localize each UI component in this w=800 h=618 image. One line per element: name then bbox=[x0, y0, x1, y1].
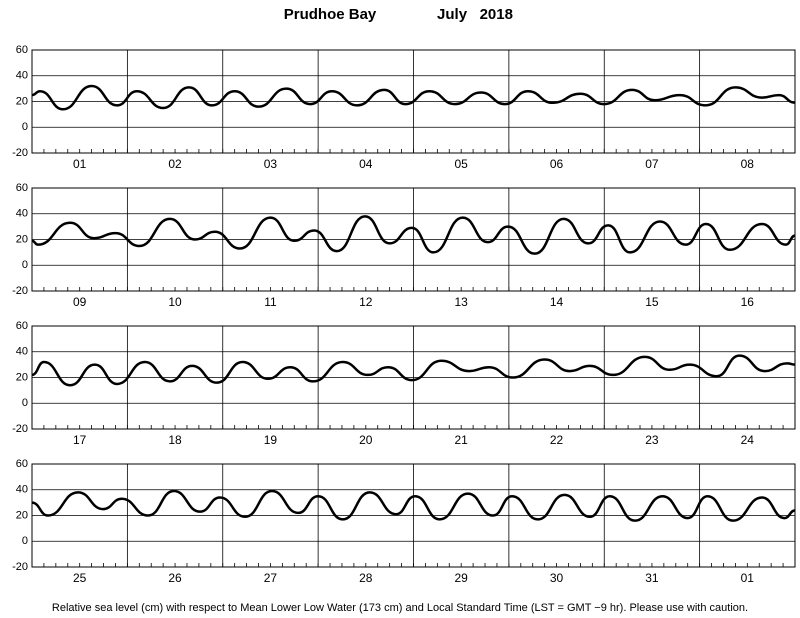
x-tick-label: 28 bbox=[359, 571, 373, 585]
x-tick-label: 25 bbox=[73, 571, 87, 585]
plot-frame bbox=[31, 463, 796, 568]
plot-frame bbox=[31, 187, 796, 292]
y-tick-label: 40 bbox=[16, 484, 28, 496]
y-tick-label: 0 bbox=[22, 259, 28, 271]
chart-title: Prudhoe Bay bbox=[284, 6, 377, 23]
x-tick-label: 02 bbox=[168, 157, 182, 171]
chart-date: July 2018 bbox=[437, 6, 513, 23]
y-tick-label: 40 bbox=[16, 346, 28, 358]
tide-curve bbox=[31, 354, 796, 387]
x-tick-label: 30 bbox=[550, 571, 564, 585]
y-tick-label: 20 bbox=[16, 233, 28, 245]
x-tick-label: 01 bbox=[741, 571, 755, 585]
y-tick-label: 60 bbox=[16, 44, 28, 56]
footnote: Relative sea level (cm) with respect to … bbox=[52, 602, 748, 614]
y-tick-label: 0 bbox=[22, 121, 28, 133]
y-tick-label: -20 bbox=[12, 423, 28, 435]
x-tick-label: 29 bbox=[455, 571, 469, 585]
y-tick-label: 40 bbox=[16, 70, 28, 82]
plot-frame bbox=[31, 325, 796, 430]
y-tick-label: -20 bbox=[12, 147, 28, 159]
x-tick-label: 06 bbox=[550, 157, 564, 171]
x-tick-label: 05 bbox=[455, 157, 469, 171]
x-tick-label: 24 bbox=[741, 433, 755, 447]
x-tick-label: 22 bbox=[550, 433, 564, 447]
x-tick-label: 12 bbox=[359, 295, 373, 309]
x-tick-label: 07 bbox=[645, 157, 659, 171]
y-tick-label: 20 bbox=[16, 95, 28, 107]
x-tick-label: 03 bbox=[264, 157, 278, 171]
x-tick-label: 10 bbox=[168, 295, 182, 309]
y-tick-label: 20 bbox=[16, 509, 28, 521]
x-tick-label: 18 bbox=[168, 433, 182, 447]
tide-curve bbox=[31, 489, 796, 522]
y-tick-label: 40 bbox=[16, 208, 28, 220]
y-tick-label: 60 bbox=[16, 458, 28, 470]
y-tick-label: 60 bbox=[16, 182, 28, 194]
y-tick-label: -20 bbox=[12, 285, 28, 297]
x-tick-label: 15 bbox=[645, 295, 659, 309]
x-tick-label: 01 bbox=[73, 157, 87, 171]
x-tick-label: 19 bbox=[264, 433, 278, 447]
x-tick-label: 17 bbox=[73, 433, 87, 447]
tide-curve bbox=[31, 215, 796, 255]
tide-curve bbox=[31, 84, 796, 111]
x-tick-label: 04 bbox=[359, 157, 373, 171]
x-tick-label: 20 bbox=[359, 433, 373, 447]
x-tick-label: 26 bbox=[168, 571, 182, 585]
y-tick-label: -20 bbox=[12, 561, 28, 573]
y-tick-label: 0 bbox=[22, 397, 28, 409]
y-tick-label: 20 bbox=[16, 371, 28, 383]
x-tick-label: 14 bbox=[550, 295, 564, 309]
x-tick-label: 11 bbox=[264, 295, 277, 309]
x-tick-label: 21 bbox=[455, 433, 469, 447]
y-tick-label: 60 bbox=[16, 320, 28, 332]
x-tick-label: 16 bbox=[741, 295, 755, 309]
x-tick-label: 08 bbox=[741, 157, 755, 171]
x-tick-label: 13 bbox=[455, 295, 469, 309]
x-tick-label: 31 bbox=[645, 571, 659, 585]
plot-frame bbox=[31, 49, 796, 154]
y-tick-label: 0 bbox=[22, 535, 28, 547]
x-tick-label: 23 bbox=[645, 433, 659, 447]
x-tick-label: 27 bbox=[264, 571, 278, 585]
x-tick-label: 09 bbox=[73, 295, 87, 309]
